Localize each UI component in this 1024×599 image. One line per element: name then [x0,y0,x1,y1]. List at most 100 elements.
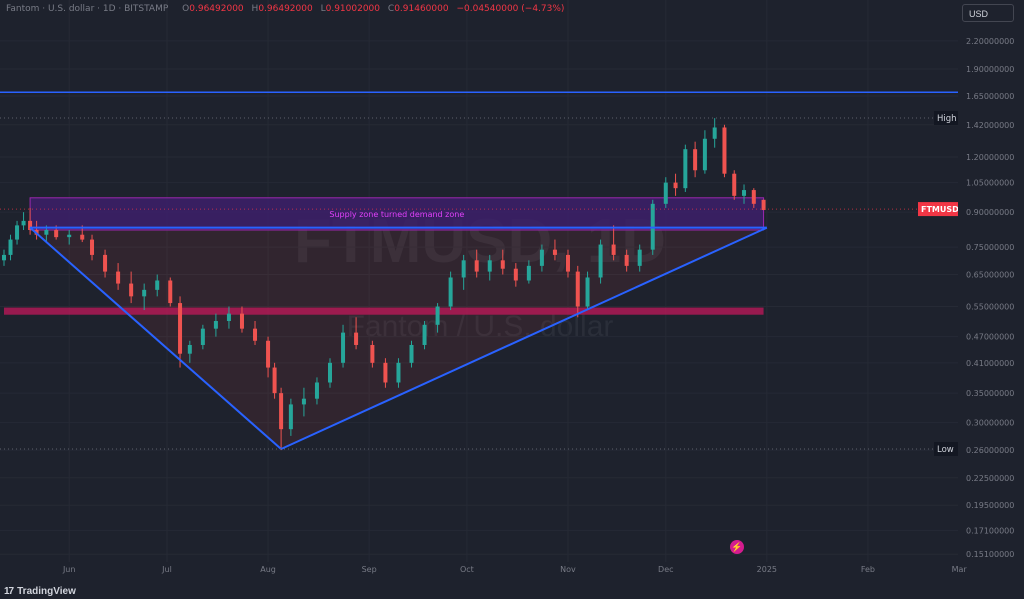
low-tag-left [934,442,958,456]
candle-body [187,344,192,354]
time-tick-label: Dec [658,565,673,574]
candle-body [90,239,95,255]
low-marker-label: Low [937,445,954,455]
candle-body [54,229,59,238]
time-axis[interactable]: Jun Jul Aug Sep Oct Nov Dec 2025 Feb Mar [0,562,1024,580]
candle-body [761,199,766,211]
symbol-tag-label: FTMUSD [921,205,959,214]
candle-body [702,138,707,171]
price-tick-label: 1.20000000 [966,153,1014,162]
time-tick-label: Jul [161,565,172,574]
candle-body [80,234,85,240]
supply-demand-zone [29,197,765,231]
candle-body [370,344,375,363]
time-tick-label: Mar [952,565,968,574]
candle-body [575,271,580,307]
candle-body [722,127,727,174]
candle-body [637,249,642,266]
candle-body [409,344,414,363]
price-tick-label: 2.20000000 [966,37,1014,46]
candle-body [611,244,616,255]
candle-body [500,260,505,269]
candle-body [422,324,427,345]
candle-body [266,340,271,368]
candle-body [732,173,737,196]
brand-name: TradingView [17,586,76,597]
price-tick-label: 0.15100000 [966,550,1014,559]
candle-body [712,127,717,139]
candle-body [178,303,183,354]
candle-body [383,362,388,383]
price-tick-label: 0.30000000 [966,419,1014,428]
candle-body [585,277,590,307]
high-marker-label: High [937,114,957,124]
candle-body [461,260,466,278]
price-tick-label: 0.26000000 [966,446,1014,455]
candle-body [279,393,284,430]
watermark-name: Fantom / U.S. dollar [347,310,614,343]
candle-body [272,367,277,394]
candle-body [341,332,346,363]
price-axis-background [958,0,1024,568]
open-label: O [182,4,190,14]
candle-body [435,306,440,325]
candle-body [513,268,518,281]
candle-body [693,149,698,171]
candle-body [15,225,20,240]
close-label: C [387,4,395,14]
price-tick-label: 0.47000000 [966,333,1014,342]
price-tick-label: 0.65000000 [966,271,1014,280]
price-tick-label: 0.22500000 [966,474,1014,483]
candle-body [526,265,531,281]
candle-body [116,271,121,284]
low-label: L [320,4,326,14]
legend-header: Fantom · U.S. dollar · 1D · BITSTAMP O0.… [6,4,564,14]
drawings[interactable]: Supply zone turned demand zone [4,197,767,449]
candle-body [539,249,544,266]
zone-label: Supply zone turned demand zone [329,210,464,219]
candle-body [288,404,293,430]
price-axis[interactable]: 2.20000000 1.90000000 1.65000000 1.42000000… [958,0,1024,581]
tradingview-mark-icon: 17 [4,586,14,597]
price-tick-label: 0.19500000 [966,501,1014,510]
price-tick-label: 0.55000000 [966,303,1014,312]
high-tag-left [934,111,958,125]
candle-body [751,190,756,204]
candle-body [253,328,258,341]
price-tick-label: 0.17100000 [966,526,1014,535]
candle-body [44,229,49,235]
candle-body [663,182,668,204]
time-tick-label: Sep [362,565,377,574]
ascending-trendline [280,226,768,450]
support-band [4,307,764,315]
price-tick-label: 1.90000000 [966,65,1014,74]
candle-body [396,362,401,383]
candle-body [552,249,557,255]
close-value: 0.91460000 [394,4,449,14]
candle-body [239,313,244,329]
candle-body [226,313,231,321]
candle-body [354,332,359,345]
tradingview-logo[interactable]: 17 TradingView [4,586,76,597]
candle-body [673,182,678,189]
flash-event-icon[interactable]: ⚡ [730,540,744,554]
currency-button[interactable]: USD [962,4,1014,22]
candle-body [624,254,629,266]
candle-body [301,398,306,405]
candle-body [155,280,160,290]
candle-body [314,382,319,399]
candle-body [474,260,479,272]
price-tick-label: 1.65000000 [966,92,1014,101]
candle-body [28,220,33,230]
time-tick-label: Aug [260,565,276,574]
price-tick-label: 0.41000000 [966,359,1014,368]
candle-body [683,149,688,189]
time-tick-label: Feb [861,565,875,574]
symbol-tag [918,202,958,217]
time-tick-label: Oct [460,565,474,574]
time-tick-label: Jun [62,565,76,574]
candle-body [742,190,747,196]
candle-body [8,239,13,255]
candle-body [565,254,570,272]
